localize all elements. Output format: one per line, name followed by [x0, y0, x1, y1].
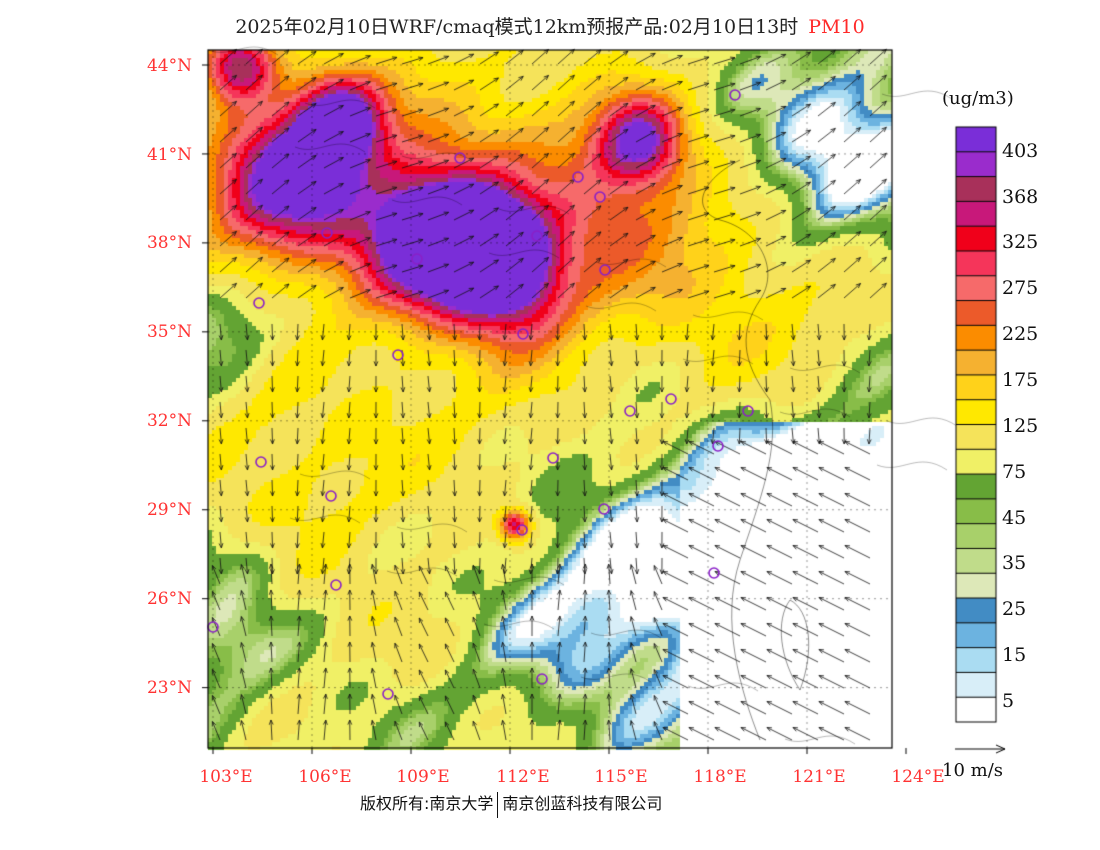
lat-label-26: 26°N	[146, 589, 192, 609]
colorbar-label-45: 45	[1002, 507, 1027, 529]
colorbar-label-403: 403	[1002, 140, 1039, 162]
lon-label-121: 121°E	[792, 767, 846, 787]
colorbar-label-75: 75	[1002, 461, 1027, 483]
lat-label-29: 29°N	[146, 500, 192, 520]
lon-label-106: 106°E	[298, 767, 352, 787]
colorbar-label-5: 5	[1002, 690, 1015, 712]
lat-label-35: 35°N	[146, 322, 192, 342]
lat-label-44: 44°N	[146, 56, 192, 76]
title-main: 2025年02月10日WRF/cmaq模式12km预报产品:02月10日13时	[235, 16, 799, 38]
lat-label-41: 41°N	[146, 145, 192, 165]
lon-label-115: 115°E	[594, 767, 648, 787]
lat-label-38: 38°N	[146, 233, 192, 253]
lon-label-118: 118°E	[693, 767, 747, 787]
colorbar-label-225: 225	[1002, 323, 1039, 345]
wind-legend-label: 10 m/s	[942, 760, 1003, 781]
lon-label-109: 109°E	[396, 767, 450, 787]
footer-right: 南京创蓝科技有限公司	[502, 794, 663, 813]
colorbar-label-15: 15	[1002, 644, 1027, 666]
lat-label-23: 23°N	[146, 678, 192, 698]
colorbar-label-35: 35	[1002, 552, 1027, 574]
footer-separator	[497, 791, 499, 818]
colorbar-label-325: 325	[1002, 231, 1039, 253]
map-title: 2025年02月10日WRF/cmaq模式12km预报产品:02月10日13时 P…	[0, 12, 1100, 39]
colorbar-label-25: 25	[1002, 598, 1027, 620]
lon-label-103: 103°E	[199, 767, 253, 787]
footer-left: 版权所有:南京大学	[360, 794, 494, 813]
colorbar-label-368: 368	[1002, 186, 1039, 208]
lon-label-112: 112°E	[496, 767, 550, 787]
colorbar-unit: (ug/m3)	[942, 88, 1014, 109]
lat-label-32: 32°N	[146, 411, 192, 431]
lon-label-124: 124°E	[891, 767, 945, 787]
colorbar-label-275: 275	[1002, 277, 1039, 299]
copyright-footer: 版权所有:南京大学 南京创蓝科技有限公司	[360, 790, 662, 818]
title-product: PM10	[808, 16, 865, 38]
colorbar-label-125: 125	[1002, 415, 1039, 437]
colorbar-label-175: 175	[1002, 369, 1039, 391]
